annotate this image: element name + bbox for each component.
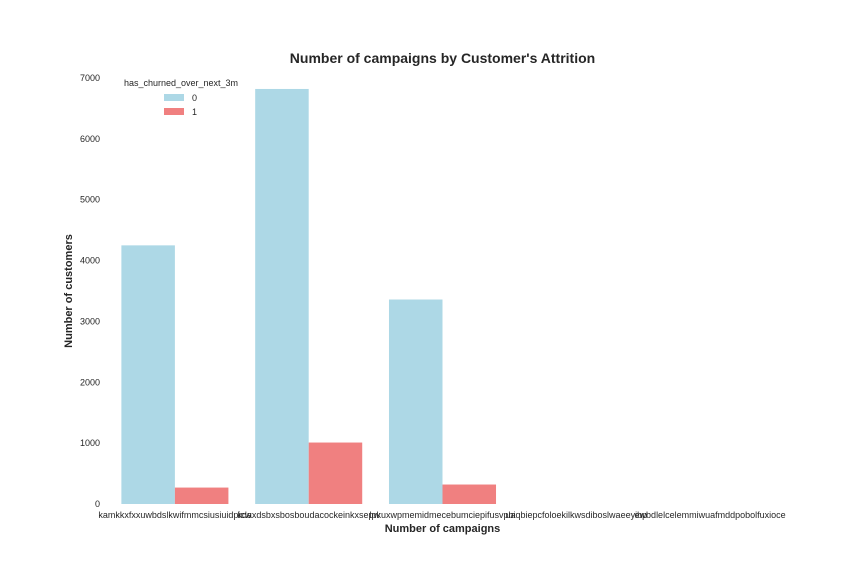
y-tick-label: 4000 xyxy=(80,256,100,266)
y-axis-ticks: 0 1000 2000 3000 4000 5000 6000 7000 xyxy=(80,73,100,509)
chart-title: Number of campaigns by Customer's Attrit… xyxy=(290,50,595,66)
bar-series-0-cat-2 xyxy=(388,299,443,504)
x-tick-label: kdaxdsbxsbosboudacockeinkxsepw xyxy=(237,510,380,520)
x-tick-label: uaqbiepcfoloekilkwsdiboslwaeeyibp xyxy=(506,510,648,520)
legend-label-1: 1 xyxy=(192,107,197,117)
x-axis-ticks: kamkkxfxxuwbdslkwifmmcsiusiuidpicwkdaxds… xyxy=(98,510,785,520)
x-axis-label: Number of campaigns xyxy=(385,523,501,535)
bars xyxy=(121,88,497,504)
x-tick-label: lpkuxwpmemidmecebumciepifusvpbi xyxy=(369,510,515,520)
legend-swatch-1 xyxy=(164,108,184,115)
legend-swatch-0 xyxy=(164,94,184,101)
x-tick-label: kamkkxfxxuwbdslkwifmmcsiusiuidpicw xyxy=(98,510,252,520)
bar-series-1-cat-1 xyxy=(308,442,363,504)
bar-series-1-cat-2 xyxy=(442,484,497,504)
bar-series-0-cat-1 xyxy=(255,88,309,504)
y-axis-label: Number of customers xyxy=(63,234,75,348)
bar-series-0-cat-0 xyxy=(121,245,175,504)
x-tick-label: ewbdlelcelemmiwuafmddpobolfuxioce xyxy=(635,510,786,520)
legend-label-0: 0 xyxy=(192,93,197,103)
y-tick-label: 7000 xyxy=(80,73,100,83)
y-tick-label: 2000 xyxy=(80,377,100,387)
legend-title: has_churned_over_next_3m xyxy=(124,78,238,88)
y-tick-label: 5000 xyxy=(80,195,100,205)
legend: has_churned_over_next_3m 0 1 xyxy=(124,78,238,117)
y-tick-label: 1000 xyxy=(80,438,100,448)
y-tick-label: 0 xyxy=(95,499,100,509)
y-tick-label: 6000 xyxy=(80,134,100,144)
y-tick-label: 3000 xyxy=(80,316,100,326)
bar-series-1-cat-0 xyxy=(174,487,229,504)
